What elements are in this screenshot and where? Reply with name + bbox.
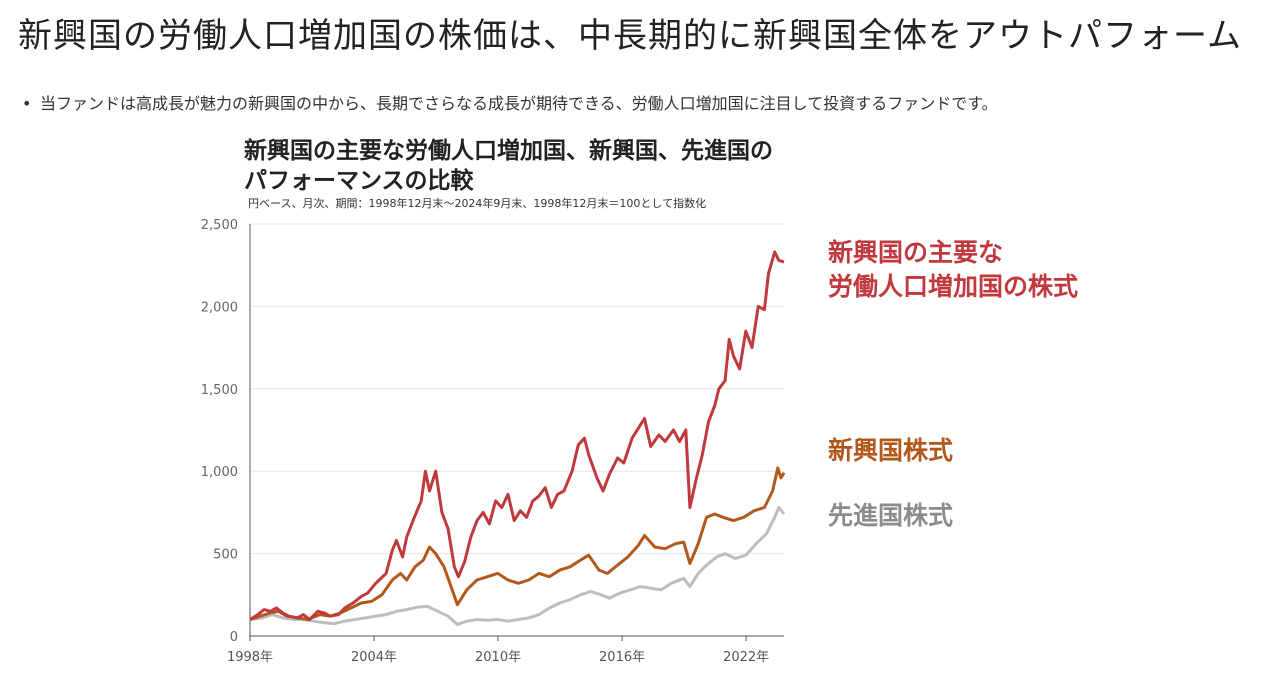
grid-lines: [250, 223, 784, 555]
description-text: 当ファンドは高成長が魅力の新興国の中から、長期でさらなる成長が期待できる、労働人…: [40, 94, 998, 113]
bullet-marker: •: [22, 94, 32, 113]
x-tick-label: 2010年: [475, 650, 521, 665]
series-label-developed-text: 先進国株式: [828, 501, 954, 530]
series-label-labor-growth-line1: 新興国の主要な: [828, 238, 1004, 267]
chart-title-line2: パフォーマンスの比較: [244, 168, 474, 194]
series-label-emerging: 新興国株式: [828, 434, 953, 468]
series-label-developed: 先進国株式: [828, 499, 953, 533]
series-label-emerging-text: 新興国株式: [828, 436, 954, 465]
series-lines: [249, 250, 786, 626]
y-tick-label: 1,000: [201, 465, 238, 480]
y-axis: 0 500 1,000 1,500 2,000 2,500: [201, 218, 251, 645]
x-tick-label: 1998年: [227, 650, 273, 665]
headline: 新興国の労働人口増加国の株価は、中長期的に新興国全体をアウトパフォーム: [18, 16, 1242, 56]
x-axis: 1998年 2004年 2010年 2016年 2022年: [227, 635, 784, 665]
x-tick-label: 2016年: [599, 650, 645, 665]
chart-title: 新興国の主要な労働人口増加国、新興国、先進国の パフォーマンスの比較: [244, 136, 773, 196]
chart-title-line1: 新興国の主要な労働人口増加国、新興国、先進国の: [244, 138, 773, 164]
y-tick-label: 500: [213, 548, 238, 563]
series-label-labor-growth-line2: 労働人口増加国の株式: [828, 272, 1079, 301]
series-line-labor-growth: [249, 250, 785, 621]
description-bullet: • 当ファンドは高成長が魅力の新興国の中から、長期でさらなる成長が期待できる、労働…: [22, 90, 998, 114]
series-label-labor-growth: 新興国の主要な 労働人口増加国の株式: [828, 236, 1078, 304]
series-line-developed: [249, 506, 786, 626]
x-tick-label: 2004年: [351, 650, 397, 665]
y-tick-label: 2,500: [201, 218, 238, 233]
y-tick-label: 1,500: [201, 383, 238, 398]
chart-subtitle: 円ベース、月次、期間：1998年12月末～2024年9月末、1998年12月末＝…: [248, 197, 707, 210]
x-tick-label: 2022年: [723, 650, 769, 665]
y-tick-label: 0: [230, 630, 238, 645]
series-line-emerging: [249, 466, 786, 621]
y-tick-label: 2,000: [201, 300, 238, 315]
